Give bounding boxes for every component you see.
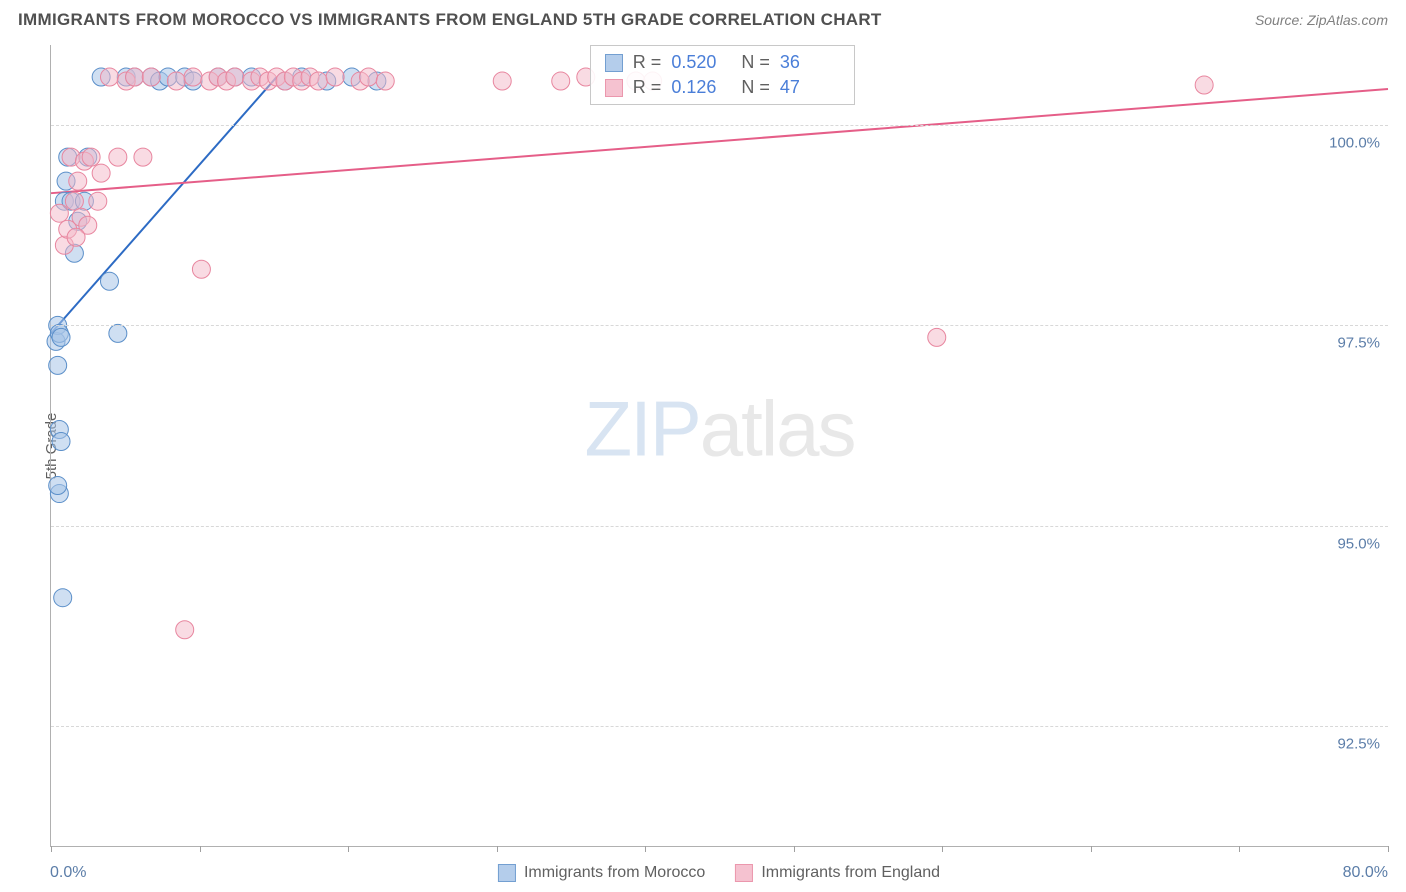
r-label: R =	[633, 52, 662, 73]
gridline-h	[51, 125, 1388, 126]
r-value: 0.520	[671, 52, 731, 73]
data-point	[184, 68, 202, 86]
data-point	[493, 72, 511, 90]
data-point	[326, 68, 344, 86]
y-tick-label: 100.0%	[1329, 135, 1380, 152]
data-point	[65, 192, 83, 210]
data-point	[49, 356, 67, 374]
x-tick	[1239, 846, 1240, 852]
data-point	[1195, 76, 1213, 94]
data-point	[552, 72, 570, 90]
legend-swatch	[498, 864, 516, 882]
series-swatch	[605, 54, 623, 72]
data-point	[67, 228, 85, 246]
data-point	[309, 72, 327, 90]
data-point	[360, 68, 378, 86]
data-point	[82, 148, 100, 166]
gridline-h	[51, 726, 1388, 727]
correlation-box: R = 0.520 N = 36 R = 0.126 N = 47	[590, 45, 855, 105]
x-tick	[497, 846, 498, 852]
data-point	[142, 68, 160, 86]
legend: Immigrants from Morocco Immigrants from E…	[498, 864, 940, 882]
legend-label: Immigrants from Morocco	[524, 864, 705, 882]
legend-item: Immigrants from England	[735, 864, 940, 882]
data-point	[126, 68, 144, 86]
legend-label: Immigrants from England	[761, 864, 940, 882]
data-point	[50, 204, 68, 222]
data-point	[89, 192, 107, 210]
x-tick	[200, 846, 201, 852]
data-point	[52, 328, 70, 346]
x-axis-area: 0.0% Immigrants from MoroccoImmigrants f…	[50, 854, 1388, 882]
y-tick-label: 92.5%	[1337, 735, 1380, 752]
data-point	[54, 589, 72, 607]
n-label: N =	[741, 77, 770, 98]
series-swatch	[605, 79, 623, 97]
data-point	[109, 324, 127, 342]
chart-area: ZIPatlas 92.5%95.0%97.5%100.0%R =0.520N …	[50, 45, 1388, 847]
x-axis-min-label: 0.0%	[50, 864, 86, 882]
data-point	[69, 172, 87, 190]
r-label: R =	[633, 77, 662, 98]
data-point	[928, 328, 946, 346]
y-tick-label: 97.5%	[1337, 335, 1380, 352]
x-axis-max-label: 80.0%	[1343, 864, 1388, 882]
data-point	[176, 621, 194, 639]
x-tick	[1091, 846, 1092, 852]
y-tick-label: 95.0%	[1337, 535, 1380, 552]
gridline-h	[51, 325, 1388, 326]
source-credit: Source: ZipAtlas.com	[1255, 12, 1388, 28]
n-value: 36	[780, 52, 840, 73]
data-point	[100, 272, 118, 290]
data-point	[226, 68, 244, 86]
legend-item: Immigrants from Morocco	[498, 864, 705, 882]
data-point	[167, 72, 185, 90]
data-point	[52, 432, 70, 450]
data-point	[100, 68, 118, 86]
gridline-h	[51, 526, 1388, 527]
n-label: N =	[741, 52, 770, 73]
r-value: 0.126	[671, 77, 731, 98]
x-tick	[348, 846, 349, 852]
x-tick	[794, 846, 795, 852]
data-point	[92, 164, 110, 182]
correlation-row: R = 0.126 N = 47	[591, 75, 854, 100]
correlation-row: R = 0.520 N = 36	[591, 50, 854, 75]
x-tick	[942, 846, 943, 852]
data-point	[192, 260, 210, 278]
n-value: 47	[780, 77, 840, 98]
x-tick	[645, 846, 646, 852]
x-tick	[51, 846, 52, 852]
x-tick	[1388, 846, 1389, 852]
data-point	[109, 148, 127, 166]
chart-title: IMMIGRANTS FROM MOROCCO VS IMMIGRANTS FR…	[18, 10, 882, 30]
data-point	[376, 72, 394, 90]
data-point	[134, 148, 152, 166]
data-point	[49, 477, 67, 495]
legend-swatch	[735, 864, 753, 882]
